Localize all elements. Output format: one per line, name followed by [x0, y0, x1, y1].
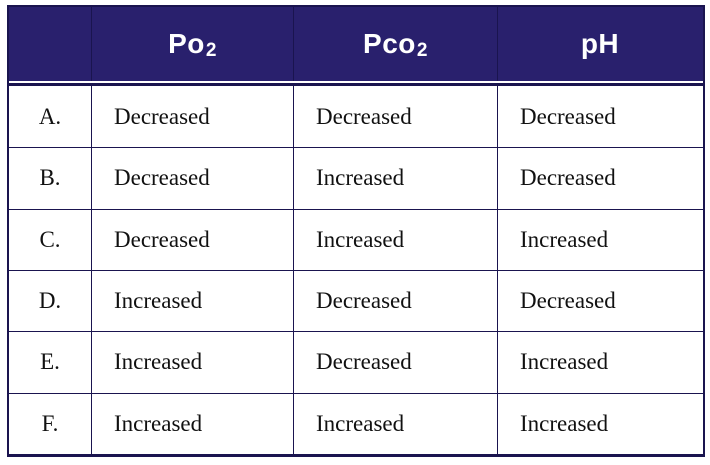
table-cell-pco2: Increased	[293, 208, 497, 270]
header-cell-ph: pH	[497, 7, 703, 81]
row-label: C.	[9, 208, 91, 270]
table-cell-pco2: Increased	[293, 147, 497, 209]
table-cell-ph: Decreased	[497, 269, 703, 332]
answer-options-table: Po 2 Pco 2 pH A. Decreased Decreased Decre…	[7, 5, 705, 457]
table-cell-po2: Increased	[91, 392, 293, 454]
table-cell-po2: Increased	[91, 269, 293, 332]
header-label: Pco	[363, 28, 416, 59]
table-cell-pco2: Increased	[293, 392, 497, 454]
header-cell-po2: Po 2	[91, 7, 293, 81]
table-cell-po2: Decreased	[91, 208, 293, 270]
table-cell-po2: Decreased	[91, 147, 293, 209]
row-label: D.	[9, 269, 91, 332]
header-separator	[9, 81, 703, 86]
table-cell-po2: Decreased	[91, 86, 293, 148]
row-label: A.	[9, 86, 91, 148]
row-label: B.	[9, 147, 91, 209]
table-cell-ph: Increased	[497, 392, 703, 454]
table-cell-pco2: Decreased	[293, 86, 497, 148]
table-cell-ph: Decreased	[497, 147, 703, 209]
table-cell-ph: Decreased	[497, 86, 703, 148]
row-label: E.	[9, 331, 91, 393]
table-cell-po2: Increased	[91, 331, 293, 393]
row-label: F.	[9, 392, 91, 454]
header-label: Po	[168, 28, 205, 59]
table-cell-ph: Increased	[497, 331, 703, 393]
table-cell-pco2: Decreased	[293, 331, 497, 393]
header-cell-pco2: Pco 2	[293, 7, 497, 81]
table-cell-pco2: Decreased	[293, 269, 497, 332]
header-subscript: 2	[205, 40, 217, 61]
header-label: pH	[580, 28, 620, 59]
header-cell-blank	[9, 7, 91, 81]
header-subscript: 2	[416, 40, 428, 61]
table-cell-ph: Increased	[497, 208, 703, 270]
